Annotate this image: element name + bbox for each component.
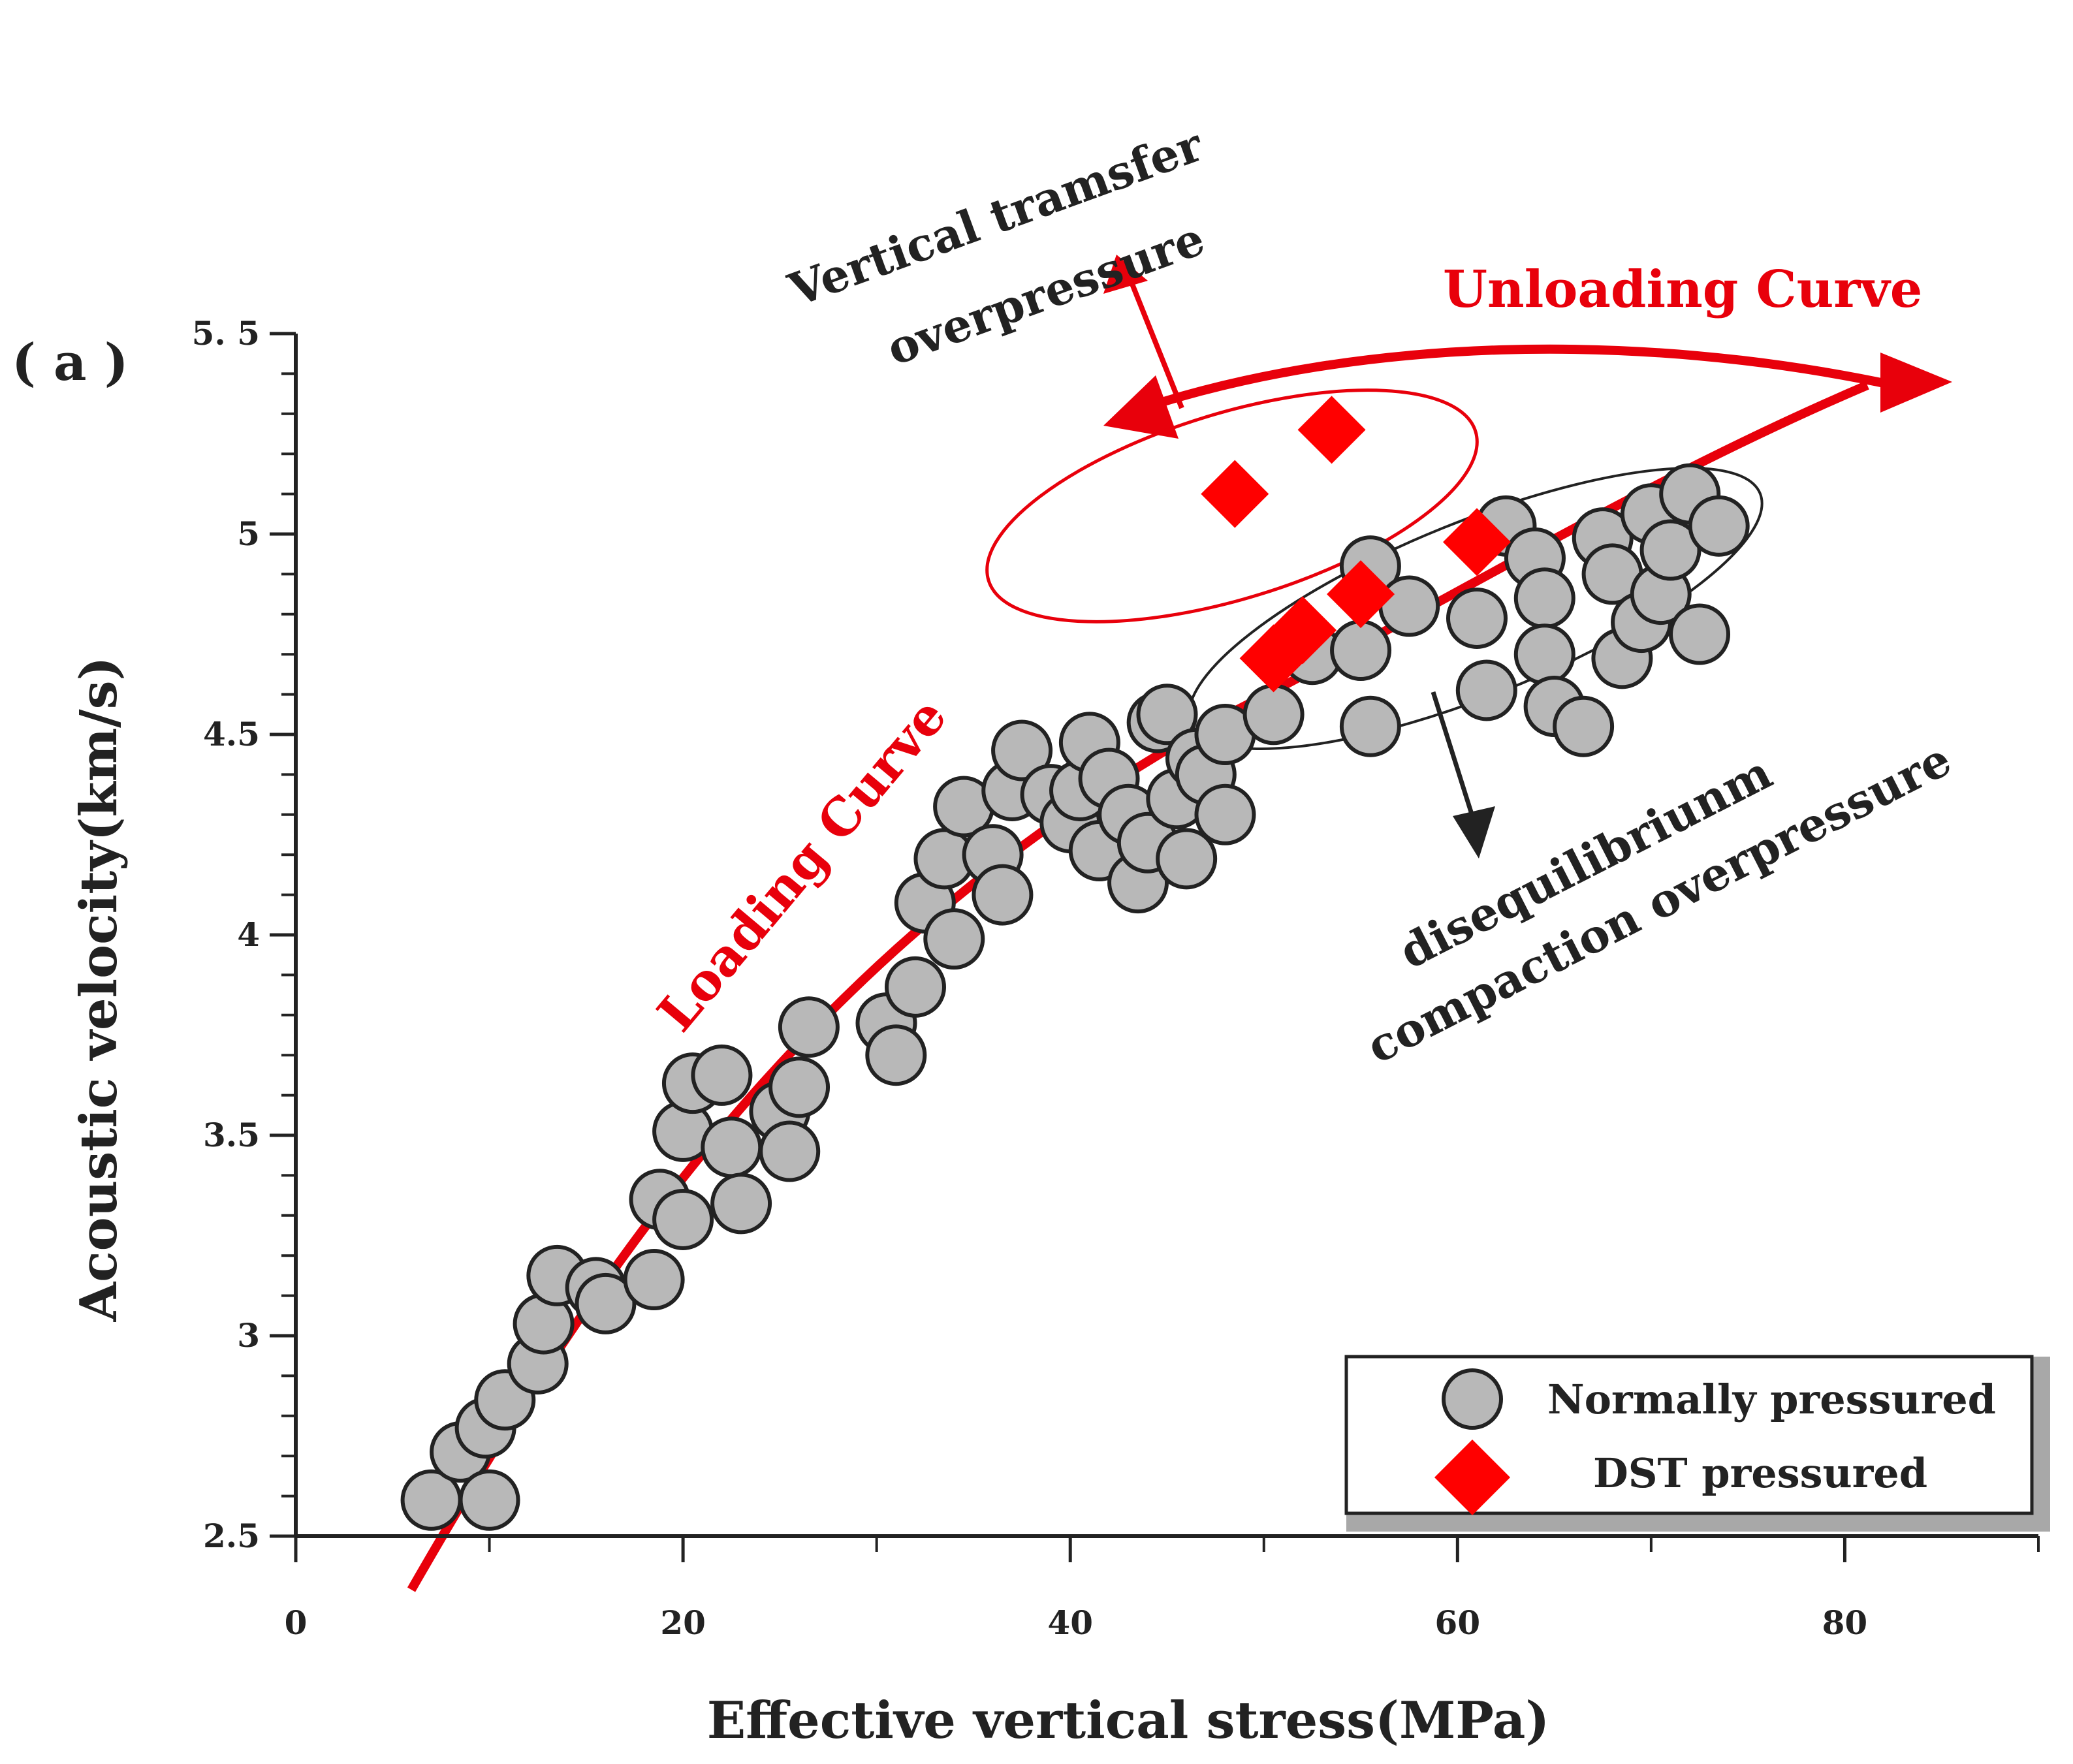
data-points — [400, 396, 1750, 1531]
normal-pressure-point — [691, 1044, 753, 1106]
normal-pressure-point — [1330, 620, 1392, 682]
y-tick-label: 3.5 — [203, 1116, 260, 1154]
normal-pressure-point — [1553, 695, 1615, 757]
vertical-transfer-ellipse — [985, 388, 1479, 623]
legend-dst-label: DST pressured — [1593, 1449, 1927, 1497]
y-tick-label: 5. 5 — [192, 314, 260, 353]
disequilibrium-arrow — [1431, 691, 1475, 817]
unloading-curve-label: Unloading Curve — [1443, 260, 1922, 319]
normal-pressure-point — [1156, 828, 1218, 890]
normal-pressure-point — [991, 719, 1053, 781]
x-tick-label: 20 — [660, 1603, 706, 1642]
y-tick-label: 3 — [237, 1316, 260, 1355]
normal-pressure-point — [972, 864, 1034, 926]
x-tick-label: 0 — [285, 1603, 308, 1642]
normal-pressure-point — [759, 1120, 821, 1182]
y-tick-label: 4 — [237, 915, 260, 954]
x-axis-title: Effective vertical stress(MPa) — [707, 1691, 1550, 1750]
normal-pressure-point — [865, 1024, 927, 1086]
legend-circle-marker — [1442, 1368, 1503, 1430]
normal-pressure-point — [1194, 783, 1256, 845]
normal-pressure-point — [778, 996, 840, 1058]
x-tick-label: 80 — [1822, 1603, 1868, 1642]
panel-label: ( a ) — [12, 333, 129, 392]
legend-diamond-marker — [1434, 1440, 1510, 1515]
normal-pressure-point — [1242, 684, 1305, 746]
normal-pressure-point — [710, 1173, 772, 1235]
dst-pressure-point — [1297, 396, 1366, 464]
normal-pressure-point — [923, 908, 985, 970]
unloading-curve — [1147, 344, 1895, 411]
normal-pressure-point — [1446, 587, 1508, 649]
unloading-left-arrowhead — [1103, 375, 1179, 439]
normal-pressure-point — [623, 1249, 685, 1311]
normal-pressure-point — [884, 956, 946, 1018]
legend: Normally pressured DST pressured — [1344, 1355, 2050, 1532]
y-tick-label: 2.5 — [203, 1517, 260, 1555]
normal-pressure-point — [1455, 659, 1517, 721]
disequilibrium-arrowhead — [1453, 806, 1495, 858]
normal-pressure-point — [458, 1469, 520, 1531]
normal-pressure-point — [1378, 575, 1440, 637]
dst-pressure-point — [1269, 596, 1337, 665]
legend-normal-label: Normally pressured — [1547, 1376, 1996, 1423]
vertical-transfer-arrowhead — [1103, 255, 1148, 294]
normal-pressure-point — [1688, 495, 1750, 557]
y-tick-label: 4.5 — [203, 715, 260, 753]
normal-pressure-point — [1639, 519, 1701, 581]
x-tick-label: 40 — [1047, 1603, 1093, 1642]
normal-pressure-point — [1339, 695, 1401, 757]
axes: 0 20 40 60 80 2.5 3 3.5 4 4.5 5 5. 5 — [192, 314, 2040, 1642]
dst-pressure-point — [1201, 460, 1269, 528]
normal-pressure-point — [652, 1188, 714, 1250]
normal-pressure-point — [1136, 684, 1198, 746]
dst-pressure-point — [1442, 508, 1511, 576]
unloading-right-arrowhead — [1880, 353, 1952, 413]
normal-pressure-point — [768, 1056, 831, 1118]
vertical-transfer-arrow — [1127, 276, 1184, 409]
normal-pressure-point — [1669, 603, 1731, 665]
normal-pressure-point — [1513, 567, 1575, 629]
normal-pressure-point — [1513, 623, 1575, 685]
x-tick-label: 60 — [1435, 1603, 1481, 1642]
dst-pressure-point — [1327, 560, 1395, 629]
normal-pressure-point — [575, 1272, 637, 1334]
normal-pressure-point — [701, 1116, 763, 1178]
y-axis-title: Acoustic velocity(km/s) — [69, 657, 129, 1323]
y-tick-label: 5 — [237, 514, 260, 553]
